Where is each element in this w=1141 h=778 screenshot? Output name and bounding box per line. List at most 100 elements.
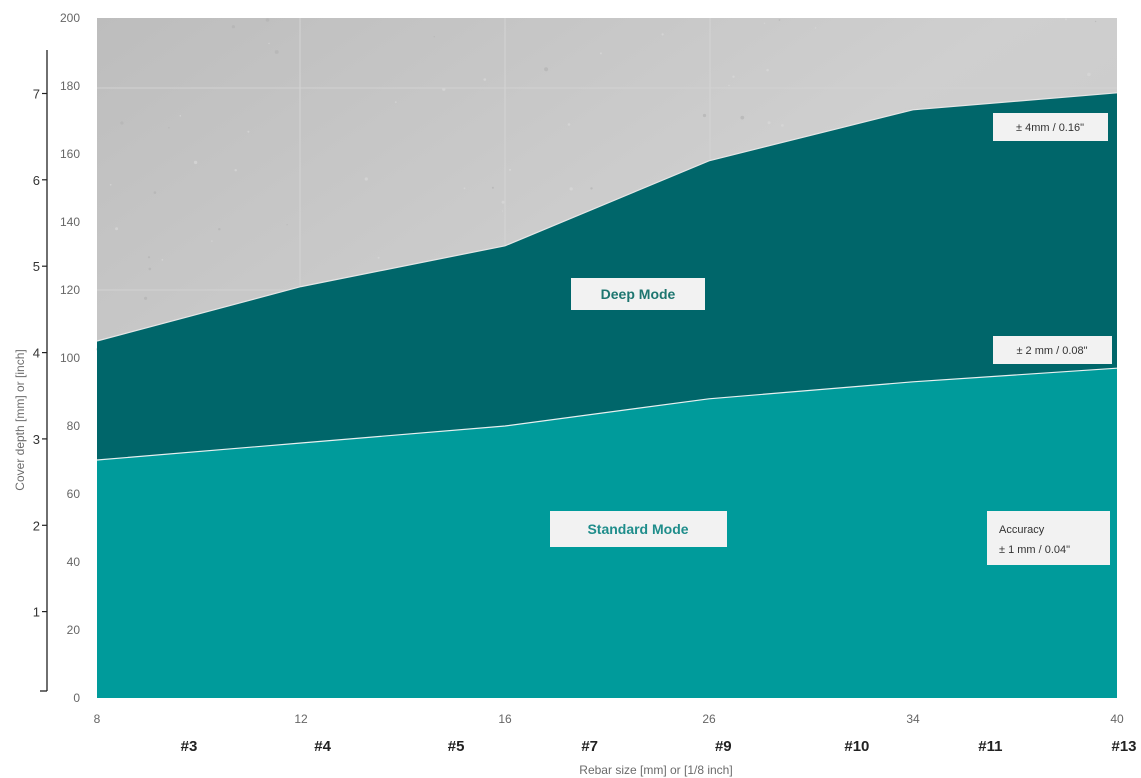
texture-speck — [234, 169, 237, 172]
x-tick-label: 8 — [94, 712, 101, 726]
y-tick-inch-label: 7 — [33, 87, 40, 102]
y-tick-inch-label: 2 — [33, 518, 40, 533]
y-tick-mm-label: 180 — [60, 79, 80, 93]
x-axis-rebar-ticks: #3 #4 #5 #7 #9 #10 #11 #13 — [181, 738, 1137, 755]
texture-speck — [1094, 20, 1097, 23]
texture-speck — [144, 296, 148, 300]
x-tick-label: 16 — [498, 712, 512, 726]
texture-speck — [544, 67, 549, 72]
texture-speck — [766, 68, 769, 72]
texture-speck — [702, 113, 707, 118]
x-tick-rebar-label: #5 — [448, 738, 465, 755]
y-tick-mm-label: 200 — [60, 11, 80, 25]
standard-accuracy-note-box — [993, 336, 1112, 364]
texture-speck — [179, 115, 182, 117]
texture-speck — [740, 115, 745, 120]
deep-accuracy-note-text: ± 4mm / 0.16" — [1016, 122, 1084, 134]
x-axis-title: Rebar size [mm] or [1/8 inch] — [579, 763, 732, 777]
texture-speck — [218, 228, 221, 231]
texture-speck — [502, 210, 504, 212]
deep-mode-label-box — [571, 278, 705, 310]
deep-mode-boundary-line — [96, 92, 1118, 342]
standard-accuracy-note: ± 2 mm / 0.08" — [993, 336, 1112, 364]
texture-speck — [274, 50, 279, 54]
texture-speck — [781, 124, 784, 127]
texture-speck — [1065, 18, 1067, 21]
y-tick-mm-label: 80 — [67, 419, 81, 433]
texture-speck — [168, 127, 170, 129]
x-tick-rebar-label: #9 — [715, 738, 732, 755]
y-tick-mm-label: 60 — [67, 487, 81, 501]
texture-speck — [491, 186, 494, 189]
texture-speck — [567, 123, 571, 126]
texture-speck — [265, 18, 270, 22]
texture-speck — [211, 240, 213, 242]
texture-speck — [433, 36, 435, 38]
deep-mode-label-text: Deep Mode — [601, 286, 676, 302]
texture-speck — [193, 160, 198, 165]
standard-mode-label-text: Standard Mode — [587, 521, 688, 537]
texture-speck — [463, 187, 466, 190]
texture-speck — [395, 101, 397, 103]
texture-speck — [148, 267, 152, 271]
x-tick-label: 34 — [906, 712, 920, 726]
texture-speck — [902, 110, 905, 112]
y-axis-mm-ticks: 0 20 40 60 80 100 120 140 160 180 200 — [60, 11, 80, 705]
texture-speck — [109, 184, 112, 186]
base-accuracy-value: ± 1 mm / 0.04" — [999, 544, 1070, 556]
x-tick-label: 26 — [702, 712, 716, 726]
x-axis-mm-ticks: 8 12 16 26 34 40 — [94, 712, 1124, 726]
texture-speck — [268, 42, 270, 45]
texture-speck — [501, 200, 505, 204]
base-accuracy-note: Accuracy ± 1 mm / 0.04" — [987, 511, 1110, 565]
accuracy-heading: Accuracy — [999, 524, 1045, 536]
texture-speck — [161, 259, 164, 261]
standard-accuracy-note-text: ± 2 mm / 0.08" — [1016, 345, 1087, 357]
x-tick-rebar-label: #13 — [1111, 738, 1136, 755]
y-tick-inch-label: 3 — [33, 432, 40, 447]
texture-speck — [508, 168, 512, 171]
deep-accuracy-note: ± 4mm / 0.16" — [993, 113, 1108, 141]
y-tick-mm-label: 120 — [60, 283, 80, 297]
standard-mode-label: Standard Mode — [550, 511, 727, 547]
texture-speck — [778, 19, 781, 21]
base-accuracy-note-box — [987, 511, 1110, 565]
y-tick-mm-label: 20 — [67, 623, 81, 637]
texture-speck — [364, 177, 368, 181]
texture-speck — [153, 191, 157, 194]
y-tick-mm-label: 100 — [60, 351, 80, 365]
x-tick-rebar-label: #7 — [581, 738, 598, 755]
y-tick-inch-label: 4 — [33, 346, 40, 361]
deep-mode-label: Deep Mode — [571, 278, 705, 310]
y-tick-mm-label: 160 — [60, 147, 80, 161]
y-tick-mm-label: 40 — [67, 555, 81, 569]
x-tick-label: 40 — [1110, 712, 1124, 726]
texture-speck — [599, 52, 602, 55]
texture-speck — [286, 224, 288, 226]
y-tick-inch-label: 6 — [33, 173, 40, 188]
y-tick-mm-label: 140 — [60, 215, 80, 229]
y-tick-inch-label: 5 — [33, 259, 40, 274]
texture-speck — [115, 227, 119, 231]
texture-speck — [728, 84, 730, 87]
x-tick-rebar-label: #10 — [844, 738, 869, 755]
x-tick-rebar-label: #11 — [978, 738, 1002, 755]
y-axis-inch-ticks: 1 2 3 4 5 6 7 — [33, 87, 47, 620]
texture-speck — [247, 130, 250, 133]
texture-speck — [763, 22, 766, 24]
y-axis-inch: 1 2 3 4 5 6 7 — [33, 50, 48, 692]
y-tick-inch-label: 1 — [33, 605, 40, 620]
texture-speck — [231, 25, 235, 29]
deep-accuracy-note-box — [993, 113, 1108, 141]
texture-speck — [569, 187, 573, 191]
texture-speck — [732, 75, 735, 78]
standard-mode-boundary-line — [96, 367, 1118, 461]
texture-speck — [147, 256, 151, 259]
texture-speck — [767, 121, 771, 125]
texture-speck — [377, 256, 380, 259]
texture-speck — [120, 121, 124, 125]
texture-speck — [483, 78, 487, 81]
x-tick-rebar-label: #3 — [181, 738, 198, 755]
x-tick-rebar-label: #4 — [314, 738, 331, 755]
